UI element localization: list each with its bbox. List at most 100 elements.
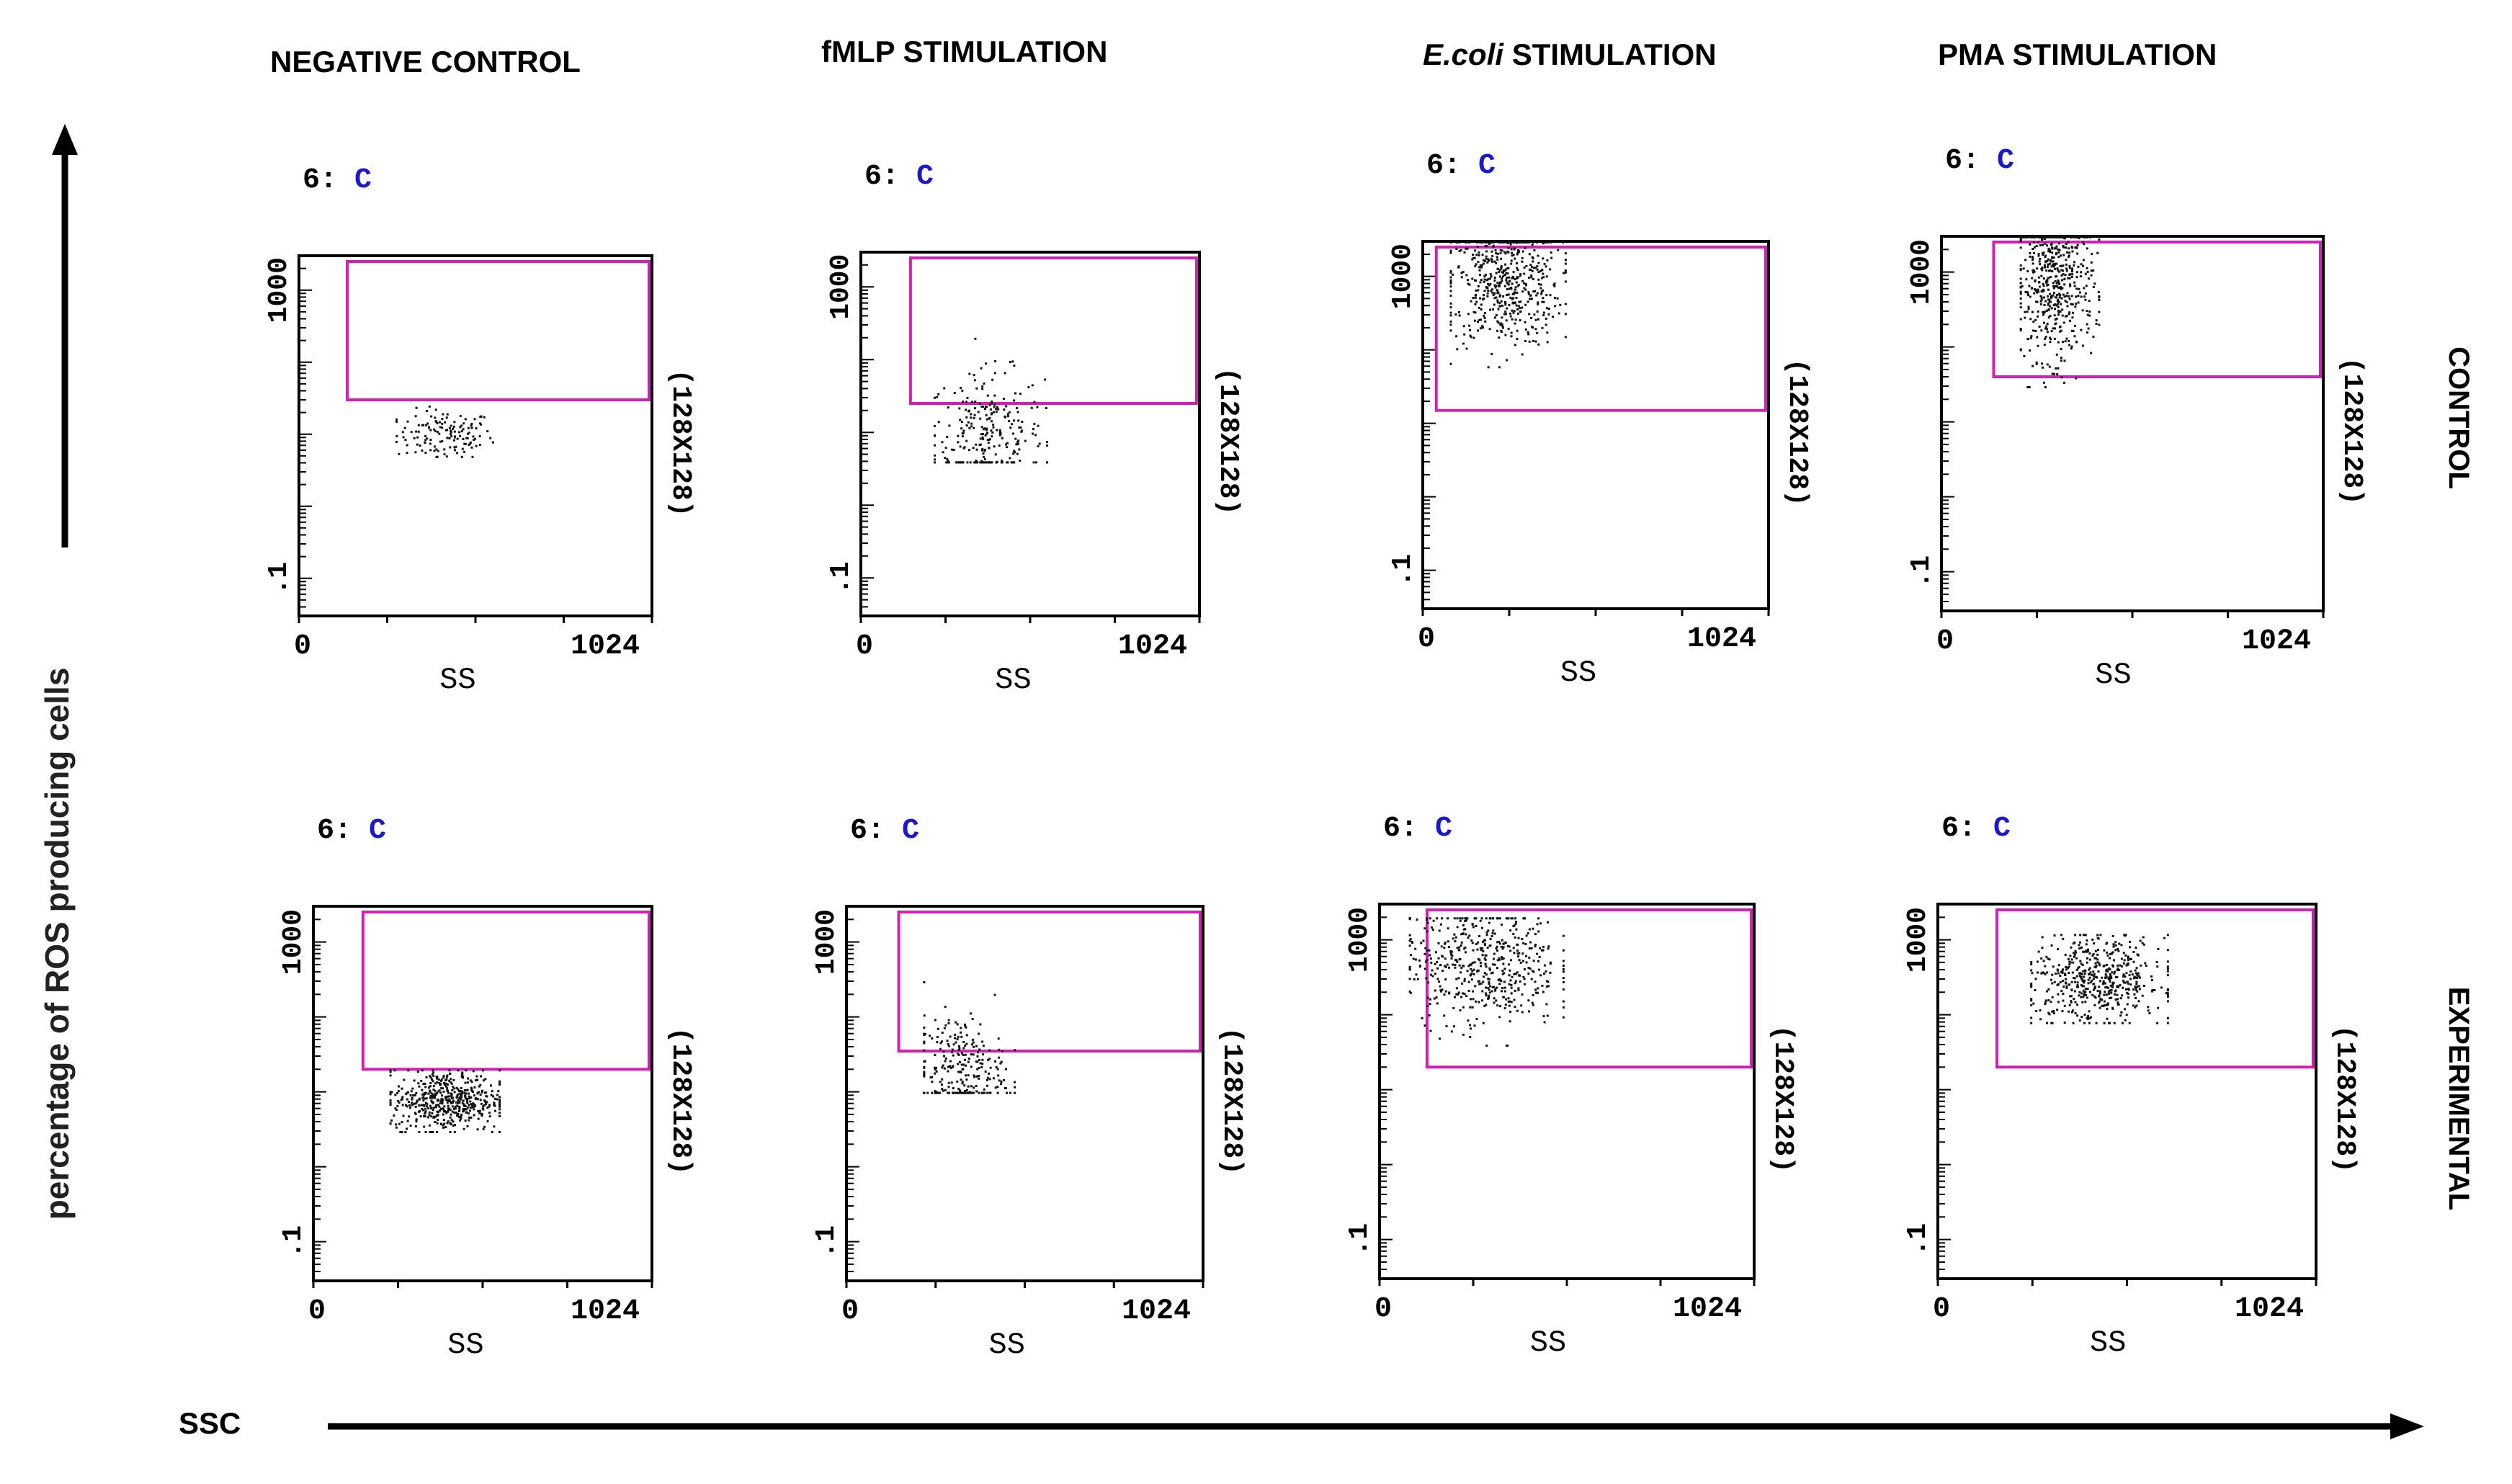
scatter-point [981,1063,984,1065]
scatter-point [393,1114,395,1117]
scatter-point [923,1040,926,1043]
scatter-point [2136,953,2139,956]
scatter-point [389,1091,392,1094]
scatter-point [954,1033,957,1036]
scatter-point [462,437,465,440]
scatter-point [2098,323,2101,326]
scatter-point [2094,996,2097,999]
scatter-points [2030,934,2169,1024]
scatter-point [977,1032,980,1035]
scatter-point [1509,243,1512,246]
scatter-point [1559,303,1562,306]
scatter-point [1517,305,1520,308]
scatter-point [1500,945,1503,948]
scatter-point [985,427,988,430]
scatter-point [401,1096,404,1099]
scatter-point [1460,933,1463,936]
scatter-point [1441,955,1444,957]
scatter-point [1564,269,1567,272]
scatter-point [2034,300,2037,303]
scatter-point [983,448,986,451]
scatter-point [1530,298,1533,300]
scatter-point [478,1109,481,1112]
scatter-point [453,449,456,452]
row-label-control: CONTROL [2443,347,2475,489]
scatter-point [1477,980,1480,983]
scatter-point [997,1074,1000,1077]
scatter-point [432,1089,435,1091]
scatter-point [429,1095,432,1098]
scatter-point [470,1096,473,1099]
scatter-point [2098,238,2101,241]
scatter-point [1467,241,1470,243]
scatter-point [2084,272,2087,275]
scatter-point [480,415,483,418]
scatter-point [1449,269,1452,272]
scatter-point [979,1023,982,1026]
scatter-point [461,1073,464,1076]
scatter-point [2034,236,2037,238]
scatter-point [1517,283,1520,286]
scatter-point [2098,980,2101,983]
scatter-point [988,1049,991,1052]
scatter-point [1482,326,1485,329]
scatter-point [981,447,984,450]
scatter-point [1534,991,1537,994]
scatter-point [462,1110,465,1113]
scatter-point [2065,966,2068,969]
scatter-point [1503,274,1506,277]
scatter-point [2080,962,2083,965]
scatter-point [2032,251,2035,254]
scatter-point [976,1060,979,1063]
scatter-point [923,1014,926,1017]
scatter-point [2031,259,2034,262]
scatter-point [406,444,408,447]
scatter-point [1507,327,1510,330]
scatter-point [2065,968,2068,971]
scatter-point [1538,968,1541,971]
scatter-point [458,1100,461,1103]
scatter-point [465,1111,468,1114]
scatter-point [947,1022,950,1025]
scatter-point [1019,426,1022,429]
scatter-point [2166,970,2169,973]
scatter-point [1449,306,1452,309]
scatter-point [1537,262,1540,264]
scatter-point [1509,949,1512,952]
scatter-point [1450,953,1453,956]
scatter-point [442,1107,444,1110]
scatter-point [432,1069,434,1072]
scatter-point [1537,930,1540,933]
scatter-point [2080,271,2083,274]
scatter-point [2051,973,2054,976]
scatter-point [1014,1081,1016,1083]
scatter-point [2019,327,2022,330]
scatter-point [1498,983,1501,985]
scatter-point [2019,302,2022,305]
panel-tag-number: 6: [1383,813,1435,845]
scatter-point [1541,326,1544,329]
scatter-point [1507,293,1510,296]
scatter-point [478,444,481,447]
scatter-point [2092,952,2095,955]
gate-region [1992,241,2322,379]
scatter-point [1501,271,1503,274]
scatter-point [981,385,984,388]
scatter-point [2166,967,2169,970]
scatter-point [2034,318,2037,321]
scatter-point [991,401,993,403]
scatter-point [431,1094,434,1097]
scatter-point [422,1099,425,1102]
scatter-point [962,1063,965,1066]
scatter-point [1518,952,1521,955]
scatter-point [1485,931,1488,934]
scatter-point [2040,274,2043,277]
scatter-point [1508,1000,1511,1003]
scatter-point [2093,986,2096,989]
scatter-point [2047,316,2050,319]
scatter-point [2044,973,2047,975]
scatter-point [2084,988,2087,991]
scatter-point [2053,934,2056,937]
scatter-point [416,1070,419,1073]
